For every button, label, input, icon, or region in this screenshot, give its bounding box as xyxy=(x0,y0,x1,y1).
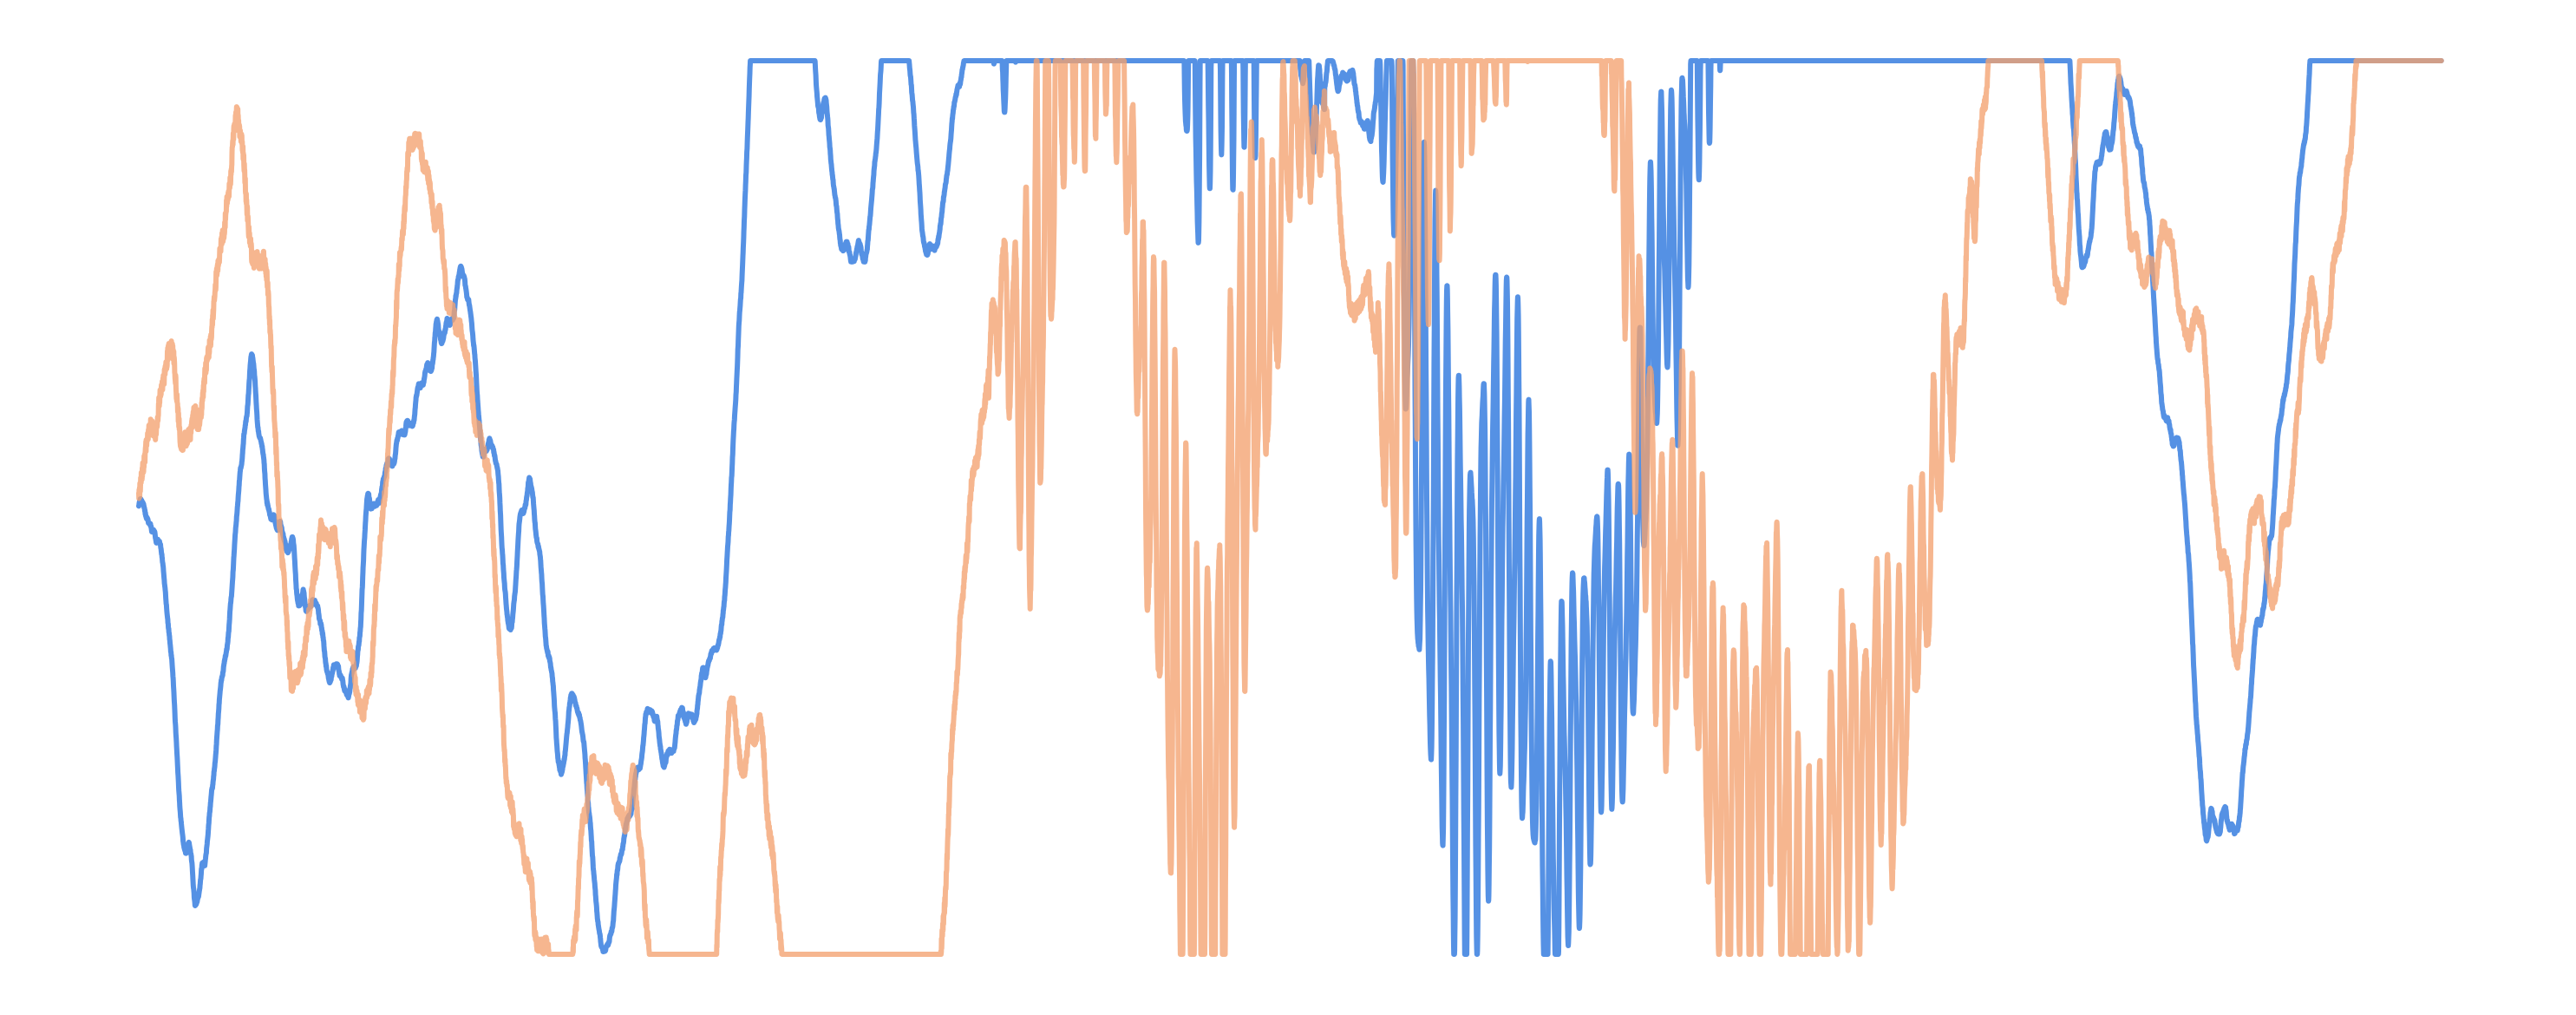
waveform-series-2-line xyxy=(136,58,2444,957)
series-layer xyxy=(136,58,2444,957)
waveform-series-1-line xyxy=(136,58,2444,957)
